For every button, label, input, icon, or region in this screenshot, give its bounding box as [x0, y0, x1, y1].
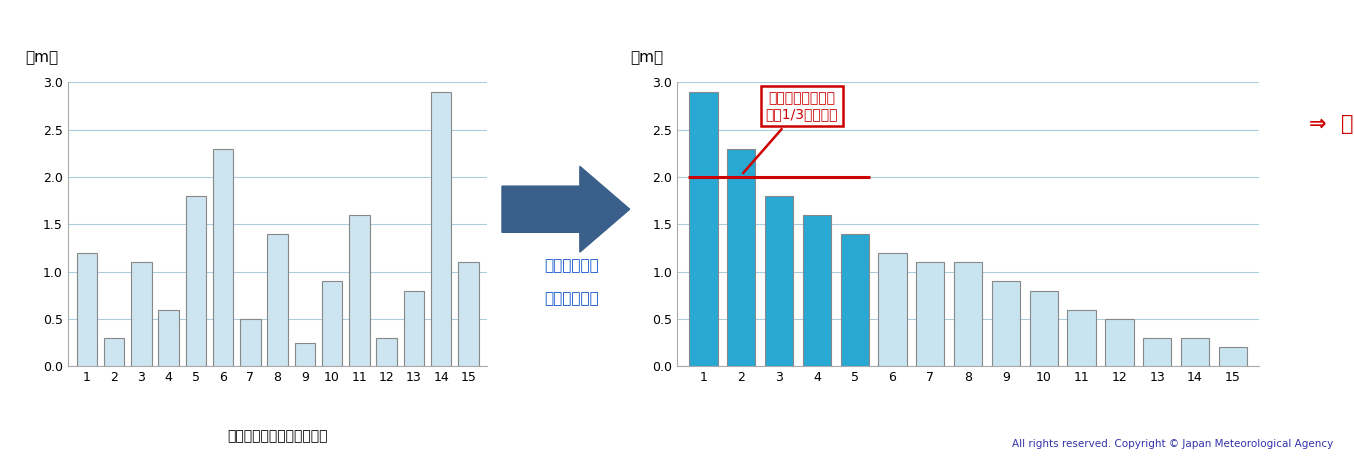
Text: All rights reserved. Copyright © Japan Meteorological Agency: All rights reserved. Copyright © Japan M…: [1013, 439, 1334, 449]
Bar: [1143, 338, 1171, 366]
Text: 順に並び替え: 順に並び替え: [544, 291, 600, 306]
Bar: [1181, 338, 1209, 366]
Bar: [240, 319, 260, 366]
Bar: [349, 215, 370, 366]
Bar: [376, 338, 397, 366]
Bar: [991, 281, 1020, 366]
Text: （m）: （m）: [26, 50, 58, 65]
Bar: [727, 149, 756, 366]
Bar: [104, 338, 125, 366]
Text: ⇒  有義波高: ⇒ 有義波高: [1309, 114, 1354, 134]
Text: 波高の大きい: 波高の大きい: [544, 258, 600, 273]
Bar: [213, 149, 233, 366]
Bar: [322, 281, 343, 366]
Bar: [1029, 291, 1057, 366]
Bar: [1105, 319, 1133, 366]
Bar: [77, 253, 97, 366]
Bar: [267, 234, 288, 366]
Bar: [689, 92, 718, 366]
Bar: [131, 262, 152, 366]
FancyArrow shape: [502, 166, 630, 252]
Text: ある地点で観測された波高: ある地点で観測された波高: [227, 429, 328, 443]
Bar: [295, 343, 315, 366]
Text: 波高の大きいほう
から1/3の平均値: 波高の大きいほう から1/3の平均値: [743, 91, 838, 173]
Bar: [1219, 348, 1247, 366]
Bar: [403, 291, 424, 366]
Bar: [431, 92, 451, 366]
Bar: [458, 262, 478, 366]
Bar: [158, 310, 179, 366]
Bar: [841, 234, 869, 366]
Bar: [917, 262, 945, 366]
Bar: [765, 196, 793, 366]
Bar: [879, 253, 907, 366]
Text: （m）: （m）: [631, 50, 663, 65]
Bar: [1067, 310, 1095, 366]
Bar: [185, 196, 206, 366]
Bar: [803, 215, 831, 366]
Bar: [955, 262, 982, 366]
